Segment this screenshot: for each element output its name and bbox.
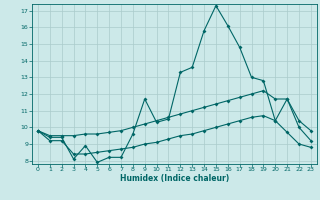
X-axis label: Humidex (Indice chaleur): Humidex (Indice chaleur): [120, 174, 229, 183]
